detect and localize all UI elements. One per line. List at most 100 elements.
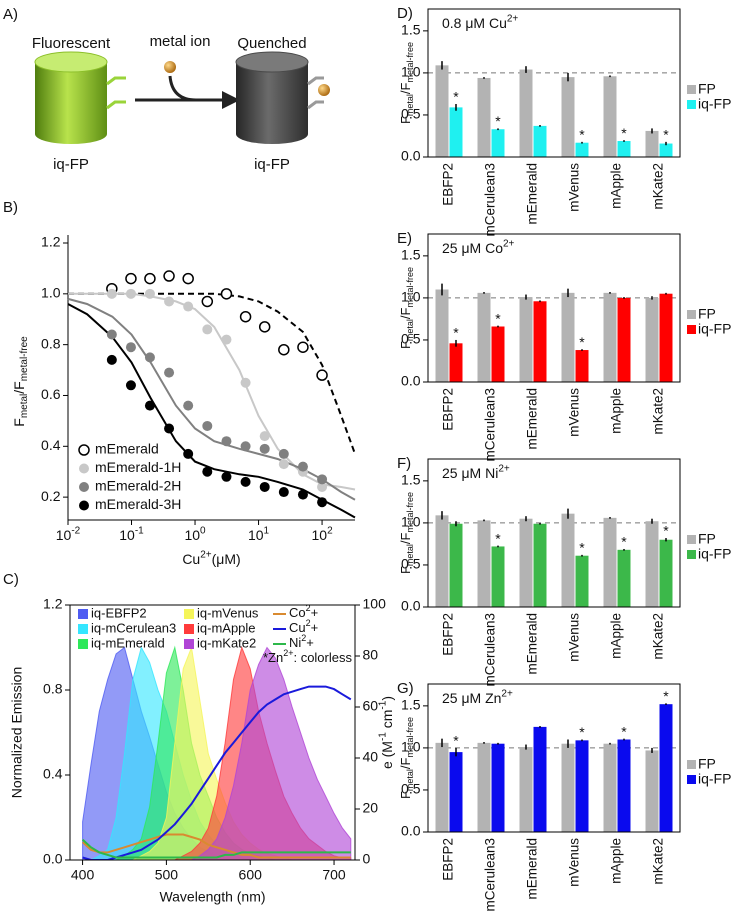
bar — [617, 297, 631, 382]
bar — [617, 141, 631, 157]
bar — [645, 130, 659, 157]
text-part: 25 μM Zn — [442, 690, 501, 706]
text-part: 2+ — [283, 648, 293, 658]
legend-label: iq-FP — [698, 771, 731, 787]
x-tick-label: mKate2 — [651, 163, 666, 210]
x-tick-label: mVenus — [567, 613, 582, 662]
text-part: Co — [289, 605, 306, 620]
text-part: metal-free — [19, 336, 30, 381]
x-tick-label: mKate2 — [651, 838, 666, 885]
data-point — [202, 420, 213, 431]
significance-mark: * — [663, 523, 669, 539]
legend-swatch — [687, 100, 696, 109]
y-axis-label: Fmetal/Fmetal-free — [398, 717, 415, 799]
text-part: cm — [379, 710, 395, 733]
state-caption: iq-FP — [254, 156, 290, 173]
y-tick-label: 0.4 — [43, 766, 63, 782]
data-point — [259, 431, 270, 442]
text-part: /F — [398, 307, 413, 319]
data-point — [125, 272, 137, 285]
y-tick-label: 0.6 — [41, 386, 61, 402]
legend-label: iq-mEmerald — [91, 635, 165, 650]
cylinder-body — [35, 62, 107, 134]
legend-marker — [78, 444, 90, 456]
legend-label: iq-FP — [698, 96, 731, 112]
data-point — [316, 369, 328, 381]
x-tick-label: mKate2 — [651, 388, 666, 435]
text-part: F — [398, 791, 413, 799]
bar — [645, 750, 659, 832]
fit-line — [67, 297, 356, 501]
x-tick-label: EBFP2 — [441, 163, 456, 206]
metal-ion — [318, 84, 330, 96]
arrow-head — [222, 91, 240, 109]
panel-label: B) — [3, 199, 18, 216]
bar — [435, 289, 449, 382]
absorbance-line — [82, 685, 352, 860]
text-part: 2+ — [507, 13, 519, 24]
legend-swatch — [687, 535, 696, 544]
data-point — [182, 272, 194, 285]
y-tick-label: 1.5 — [401, 247, 421, 263]
frame — [427, 233, 681, 383]
text-part: + — [311, 620, 319, 635]
text-part: F — [11, 418, 27, 427]
legend-marker — [79, 463, 89, 474]
data-point — [240, 476, 251, 487]
text-part: 0 — [200, 525, 206, 536]
text-part: 2+ — [498, 463, 510, 474]
text-part: 2+ — [501, 688, 513, 699]
y-tick-label: 0.8 — [43, 681, 63, 697]
bar — [659, 704, 673, 832]
text-part: 2 — [301, 633, 306, 643]
significance-mark: * — [453, 733, 459, 749]
bar — [449, 752, 463, 832]
data-point — [106, 288, 117, 299]
absorbance-line — [81, 838, 351, 859]
bar — [519, 518, 533, 607]
data-point — [317, 474, 328, 485]
data-point — [221, 436, 232, 447]
data-point — [297, 461, 308, 472]
text-part: -2 — [71, 525, 80, 536]
x-axis-label: Cu2+(μM) — [182, 549, 240, 567]
x-tick-label: 101 — [248, 525, 270, 543]
data-point — [144, 400, 155, 411]
data-point — [317, 497, 328, 508]
bar — [603, 743, 617, 832]
x-tick-label: mVenus — [567, 163, 582, 212]
bar — [449, 523, 463, 607]
bar — [617, 739, 631, 832]
y-tick-label: 1.2 — [43, 596, 63, 612]
text-part: F — [398, 566, 413, 574]
legend-label: Cu2+ — [289, 618, 318, 635]
significance-mark: * — [495, 310, 501, 326]
y-tick-label: 20 — [363, 800, 379, 816]
y2-axis-label: e (M-1 cm-1) — [377, 696, 395, 769]
significance-mark: * — [495, 530, 501, 546]
panel-label: G) — [397, 680, 414, 697]
bar — [477, 742, 491, 832]
legend-swatch — [78, 639, 88, 649]
data-point — [221, 471, 232, 482]
text-part: 25 μM Co — [442, 240, 503, 256]
x-tick-label: 700 — [322, 867, 346, 883]
significance-mark: * — [579, 540, 585, 556]
significance-mark: * — [621, 534, 627, 550]
data-point — [144, 272, 156, 285]
significance-mark: * — [579, 334, 585, 350]
y-tick-label: 1.0 — [401, 514, 421, 530]
y-tick-label: 0.5 — [401, 556, 421, 572]
frame — [69, 604, 356, 861]
bar — [659, 143, 673, 157]
text-part: metal-free — [405, 492, 415, 533]
x-tick-label: 600 — [239, 867, 263, 883]
arrow — [135, 75, 226, 102]
data-point — [201, 295, 214, 308]
x-tick-label: mKate2 — [651, 613, 666, 660]
text-part: metal-free — [405, 267, 415, 308]
data-point — [144, 288, 155, 299]
text-part: /F — [398, 532, 413, 544]
legend-swatch — [687, 325, 696, 334]
